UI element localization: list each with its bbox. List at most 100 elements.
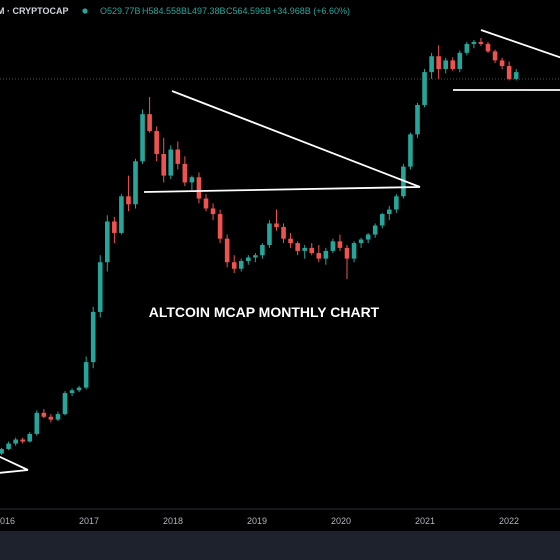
candle <box>387 205 392 221</box>
candle-body <box>55 414 61 420</box>
candle-body <box>175 149 181 164</box>
candle-body <box>499 60 505 66</box>
candle <box>365 232 371 244</box>
candle <box>499 57 505 69</box>
candle-body <box>112 221 117 233</box>
candle <box>267 220 272 248</box>
candle-body <box>422 72 427 105</box>
candle-body <box>83 362 89 388</box>
trendline-support-2018 <box>143 186 421 193</box>
candle-body <box>126 196 131 205</box>
candle-body <box>394 196 399 210</box>
candle-body <box>161 153 166 176</box>
trendline-descending-2022 <box>480 29 560 59</box>
candle <box>337 234 343 251</box>
trendlines-group <box>0 29 560 474</box>
candle <box>506 61 512 81</box>
candle-body <box>224 238 230 263</box>
candle <box>161 137 166 183</box>
candle-body <box>168 149 174 176</box>
candle <box>309 243 315 256</box>
ohlc-high: H584.558B <box>142 6 187 16</box>
time-axis-label: 2020 <box>331 516 351 526</box>
candle-body <box>140 114 145 162</box>
candle <box>394 194 399 213</box>
candle-body <box>274 223 279 227</box>
candle-body <box>429 56 434 73</box>
candle <box>238 258 244 272</box>
candle <box>55 411 61 422</box>
candle-body <box>309 247 315 254</box>
ohlc-change: +34.968B (+6.60%) <box>272 6 350 16</box>
candle-body <box>238 261 244 269</box>
candle <box>464 41 470 56</box>
candle <box>210 203 216 221</box>
candle-body <box>379 214 385 226</box>
candle-body <box>182 163 188 183</box>
candle <box>62 391 68 416</box>
candle <box>478 38 484 47</box>
candle-body <box>189 177 195 183</box>
candle-body <box>97 262 103 312</box>
candle <box>34 410 40 436</box>
chart-title: ALTCOIN MCAP MONTHLY CHART <box>149 304 380 320</box>
candle-body <box>281 226 286 239</box>
candle-body <box>210 208 216 215</box>
time-axis-label: 2018 <box>163 516 183 526</box>
ohlc-open: O529.77B <box>100 6 141 16</box>
candle <box>260 243 265 259</box>
candle <box>288 232 293 248</box>
candle <box>224 234 230 268</box>
candle-body <box>316 253 322 259</box>
candle <box>133 158 138 209</box>
candle-body <box>436 56 441 69</box>
candle <box>154 126 159 162</box>
candle <box>168 145 174 179</box>
time-axis[interactable]: 2016 2017 2018 2019 2020 2021 2022 <box>0 516 519 526</box>
candle <box>415 102 420 138</box>
candle-body <box>260 244 265 256</box>
candle <box>358 237 364 248</box>
candle <box>274 209 279 231</box>
candle-body <box>105 221 110 263</box>
candle <box>408 132 413 170</box>
candle <box>471 39 477 49</box>
candle <box>429 52 434 79</box>
candle <box>443 57 448 74</box>
candle <box>97 255 103 318</box>
ohlc-low: L497.38B <box>187 6 226 16</box>
candle <box>253 253 258 263</box>
candle-body <box>471 41 477 44</box>
candle <box>0 447 4 455</box>
candle <box>182 156 188 187</box>
candle <box>330 238 336 254</box>
candle <box>492 49 498 64</box>
candle-body <box>253 255 258 258</box>
candle-body <box>203 198 209 209</box>
time-axis-label: 2017 <box>79 516 99 526</box>
trendline-descending-2018 <box>171 90 421 188</box>
candle-body <box>351 243 357 259</box>
candle <box>6 441 11 451</box>
candle-body <box>457 52 463 69</box>
candle <box>140 109 145 164</box>
candle-body <box>387 209 392 215</box>
bottom-toolbar <box>0 531 560 560</box>
candle <box>20 437 25 444</box>
candle-body <box>0 448 4 454</box>
candle <box>196 172 202 204</box>
candle <box>323 247 329 265</box>
candle <box>422 68 427 108</box>
candle <box>90 306 96 369</box>
candle <box>457 50 463 73</box>
candle-body <box>133 161 138 205</box>
candle <box>27 432 33 443</box>
candle <box>485 41 491 53</box>
candle-body <box>231 262 237 269</box>
candle-body <box>69 390 75 394</box>
candle-body <box>217 214 223 239</box>
candle-body <box>288 238 293 244</box>
candle <box>13 437 18 446</box>
